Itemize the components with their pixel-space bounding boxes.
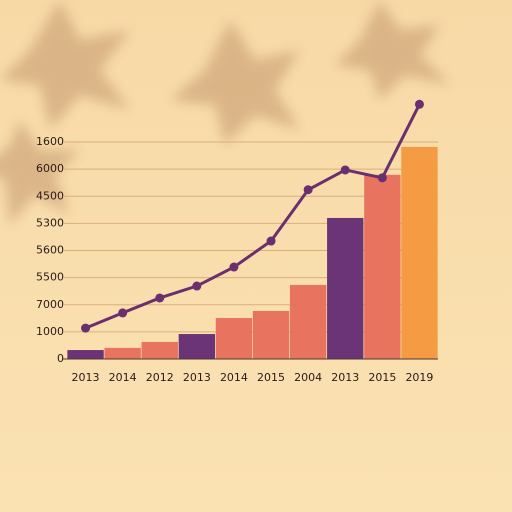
bar	[252, 310, 290, 359]
x-tick-label: 2013	[183, 371, 211, 384]
bar	[141, 341, 178, 359]
line-point	[118, 308, 128, 318]
x-tick-label: 2015	[257, 371, 285, 384]
y-tick-label: 7000	[36, 298, 64, 311]
line	[84, 103, 421, 330]
line-point	[414, 99, 424, 109]
y-tick-label: 4500	[36, 189, 64, 202]
line-point	[303, 185, 313, 195]
bar	[327, 217, 364, 359]
bar	[215, 318, 253, 359]
x-tick-label: 2013	[331, 371, 359, 384]
bar	[401, 146, 438, 359]
y-tick-label: 5300	[36, 216, 64, 229]
x-tick-label: 2014	[109, 371, 137, 384]
decoration	[0, 0, 450, 225]
y-tick-label: 6000	[36, 162, 64, 175]
y-tick-label: 0	[57, 352, 64, 365]
line-point	[340, 165, 350, 175]
bar	[178, 334, 216, 359]
y-tick-label: 5600	[36, 244, 64, 257]
bar	[104, 347, 141, 359]
line-point	[155, 293, 165, 303]
line-point	[266, 236, 276, 246]
x-tick-label: 2014	[220, 371, 248, 384]
x-tick-label: 2013	[72, 371, 100, 384]
line-point	[81, 323, 91, 333]
bar	[289, 284, 327, 359]
y-tick-label: 1000	[36, 325, 64, 338]
line-point	[377, 173, 387, 183]
x-tick-label: 2012	[146, 371, 174, 384]
line-point	[229, 262, 239, 272]
x-tick-label: 2004	[294, 371, 322, 384]
line-point	[192, 281, 202, 291]
bar	[67, 350, 104, 359]
x-tick-label: 2019	[405, 371, 433, 384]
y-tick-label: 5500	[36, 271, 64, 284]
x-tick-label: 2015	[368, 371, 396, 384]
y-tick-label: 1600	[36, 135, 64, 148]
bar	[364, 174, 401, 359]
